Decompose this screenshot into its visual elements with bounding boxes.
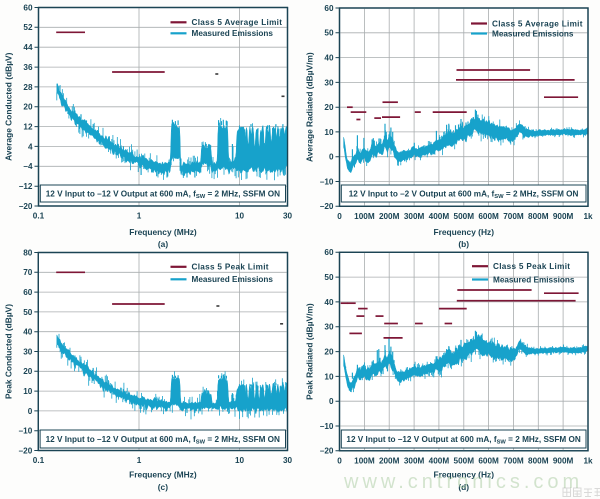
svg-text:Average Conducted (dBµV): Average Conducted (dBµV) [4, 52, 14, 160]
svg-text:400M: 400M [429, 456, 450, 465]
svg-text:–12: –12 [19, 182, 33, 191]
svg-text:50: 50 [324, 273, 334, 282]
svg-text:28: 28 [23, 83, 33, 92]
svg-text:Frequency (MHz): Frequency (MHz) [129, 469, 197, 479]
svg-text:1: 1 [137, 212, 142, 221]
svg-text:Class 5 Peak Limit: Class 5 Peak Limit [493, 262, 570, 271]
svg-text:Frequency (MHz): Frequency (MHz) [129, 227, 197, 237]
svg-text:900M: 900M [553, 456, 574, 465]
svg-text:20: 20 [324, 103, 334, 112]
svg-text:(d): (d) [458, 482, 469, 492]
svg-text:80: 80 [23, 248, 33, 257]
svg-text:30: 30 [324, 78, 334, 87]
svg-text:40: 40 [324, 54, 334, 63]
svg-text:300M: 300M [404, 212, 425, 221]
svg-text:–10: –10 [320, 177, 334, 186]
svg-text:60: 60 [23, 3, 33, 12]
svg-text:30: 30 [283, 456, 293, 465]
svg-text:0.1: 0.1 [33, 456, 45, 465]
svg-text:50: 50 [23, 308, 33, 317]
svg-text:20: 20 [23, 367, 33, 376]
svg-text:100M: 100M [354, 212, 375, 221]
svg-text:–10: –10 [19, 427, 33, 436]
svg-text:Measured Emissions: Measured Emissions [192, 29, 274, 38]
svg-text:60: 60 [324, 248, 334, 257]
svg-text:0: 0 [28, 407, 33, 416]
svg-text:600M: 600M [478, 456, 499, 465]
svg-text:400M: 400M [429, 212, 450, 221]
svg-text:800M: 800M [528, 456, 549, 465]
svg-text:12 V Input to –12 V Output at: 12 V Input to –12 V Output at 600 mA, fS… [46, 190, 280, 201]
svg-text:30: 30 [283, 212, 293, 221]
svg-text:60: 60 [23, 288, 33, 297]
svg-text:10: 10 [324, 372, 334, 381]
svg-text:30: 30 [324, 323, 334, 332]
svg-text:–20: –20 [320, 202, 334, 211]
svg-text:10: 10 [324, 128, 334, 137]
svg-text:30: 30 [23, 347, 33, 356]
svg-text:12 V Input to –2 V Output at 6: 12 V Input to –2 V Output at 600 mA, fSW… [349, 190, 579, 201]
svg-text:Frequency (Hz): Frequency (Hz) [434, 470, 495, 480]
svg-text:Class 5 Average Limit: Class 5 Average Limit [192, 18, 283, 27]
svg-text:12 V Input to –12 V Output at: 12 V Input to –12 V Output at 600 mA, fS… [46, 435, 280, 446]
svg-text:200M: 200M [379, 212, 400, 221]
svg-text:50: 50 [324, 29, 334, 38]
svg-text:100M: 100M [354, 456, 375, 465]
svg-text:900M: 900M [553, 212, 574, 221]
svg-text:0: 0 [329, 153, 334, 162]
svg-text:300M: 300M [404, 456, 425, 465]
svg-text:0: 0 [337, 212, 342, 221]
svg-text:600M: 600M [478, 212, 499, 221]
svg-text:–10: –10 [320, 422, 334, 431]
svg-text:200M: 200M [379, 456, 400, 465]
svg-text:4: 4 [28, 142, 33, 151]
svg-text:500M: 500M [454, 456, 475, 465]
svg-text:–4: –4 [23, 162, 33, 171]
svg-text:12 V Input to –12 V Output at: 12 V Input to –12 V Output at 600 mA, fS… [346, 435, 580, 446]
svg-text:(b): (b) [458, 239, 469, 249]
svg-text:700M: 700M [503, 212, 524, 221]
svg-text:10: 10 [235, 456, 245, 465]
svg-text:44: 44 [23, 43, 33, 52]
svg-text:36: 36 [23, 63, 33, 72]
svg-text:0: 0 [337, 456, 342, 465]
svg-text:–20: –20 [19, 202, 33, 211]
svg-text:70: 70 [23, 268, 33, 277]
svg-text:60: 60 [324, 4, 334, 13]
svg-text:0.1: 0.1 [33, 212, 45, 221]
svg-text:40: 40 [23, 328, 33, 337]
svg-text:Measured Emissions: Measured Emissions [192, 275, 274, 284]
svg-text:500M: 500M [454, 212, 475, 221]
svg-text:1: 1 [137, 456, 142, 465]
svg-text:Class 5 Average Limit: Class 5 Average Limit [492, 19, 583, 28]
svg-text:(a): (a) [158, 239, 168, 249]
svg-text:0: 0 [329, 397, 334, 406]
svg-text:52: 52 [23, 23, 33, 32]
svg-text:40: 40 [324, 298, 334, 307]
svg-text:(c): (c) [158, 482, 168, 492]
svg-text:1k: 1k [583, 212, 593, 221]
svg-text:–20: –20 [320, 447, 334, 456]
svg-text:Measured Emissions: Measured Emissions [492, 29, 574, 38]
svg-text:Average Radiated (dBµV/m): Average Radiated (dBµV/m) [305, 52, 315, 162]
svg-text:12: 12 [23, 123, 33, 132]
svg-text:1k: 1k [583, 456, 593, 465]
svg-text:Peak Conducted (dBµV): Peak Conducted (dBµV) [3, 304, 13, 399]
svg-text:10: 10 [23, 387, 33, 396]
svg-text:Frequency (Hz): Frequency (Hz) [434, 227, 495, 237]
svg-text:800M: 800M [528, 212, 549, 221]
svg-text:www.cntronics.com: www.cntronics.com [343, 471, 583, 493]
svg-text:20: 20 [324, 347, 334, 356]
svg-text:Measured Emissions: Measured Emissions [493, 275, 575, 284]
svg-text:–20: –20 [19, 446, 33, 455]
svg-text:Class 5 Peak Limit: Class 5 Peak Limit [192, 263, 269, 272]
svg-text:Peak Radiated (dBµV/m): Peak Radiated (dBµV/m) [305, 303, 315, 400]
svg-text:10: 10 [235, 212, 245, 221]
svg-text:20: 20 [23, 103, 33, 112]
svg-text:700M: 700M [503, 456, 524, 465]
